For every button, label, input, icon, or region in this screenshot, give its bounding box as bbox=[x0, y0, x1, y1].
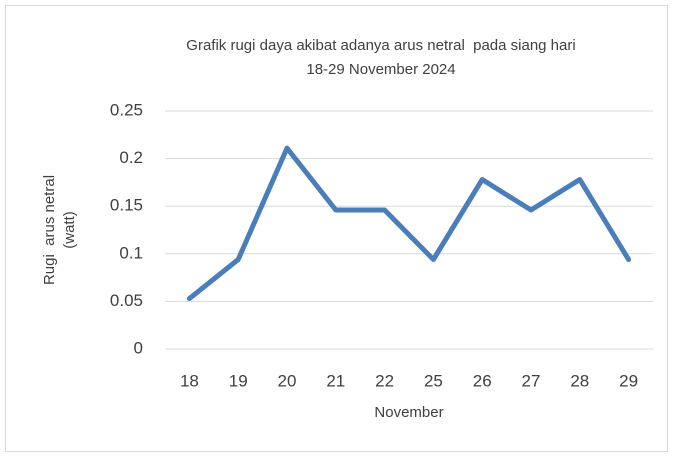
x-tick-label: 18 bbox=[180, 371, 199, 390]
x-tick-label: 26 bbox=[473, 371, 492, 390]
x-axis-label: November bbox=[374, 404, 443, 421]
x-tick-label: 21 bbox=[326, 371, 345, 390]
y-tick-label: 0.05 bbox=[110, 291, 143, 310]
x-tick-label: 19 bbox=[229, 371, 248, 390]
y-axis-label: Rugi arus netral bbox=[41, 175, 58, 285]
y-tick-label: 0 bbox=[134, 338, 143, 357]
x-tick-label: 28 bbox=[570, 371, 589, 390]
x-tick-label: 22 bbox=[375, 371, 394, 390]
chart-border bbox=[5, 5, 668, 452]
x-tick-label: 20 bbox=[278, 371, 297, 390]
y-tick-label: 0.2 bbox=[119, 148, 143, 167]
chart-title: Grafik rugi daya akibat adanya arus netr… bbox=[186, 37, 575, 54]
y-axis-label: (watt) bbox=[61, 211, 78, 249]
x-tick-label: 25 bbox=[424, 371, 443, 390]
line-series bbox=[186, 145, 632, 302]
chart-title: 18-29 November 2024 bbox=[306, 61, 455, 78]
x-tick-label: 27 bbox=[522, 371, 541, 390]
y-tick-label: 0.25 bbox=[110, 100, 143, 119]
y-tick-label: 0.1 bbox=[119, 243, 143, 262]
y-tick-label: 0.15 bbox=[110, 196, 143, 215]
x-tick-label: 29 bbox=[619, 371, 638, 390]
